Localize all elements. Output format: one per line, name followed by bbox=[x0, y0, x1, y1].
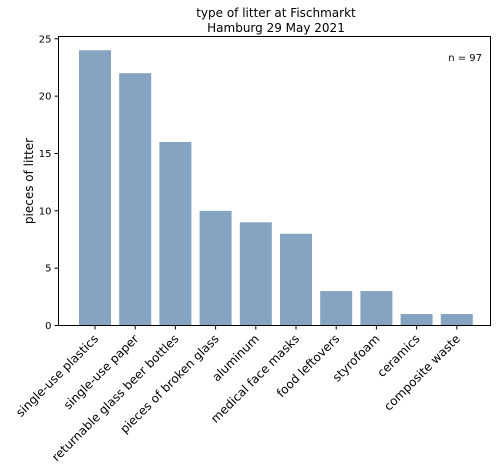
bar-3 bbox=[159, 142, 192, 326]
bar-6 bbox=[280, 233, 312, 326]
bar-2 bbox=[119, 73, 152, 326]
bar-4 bbox=[199, 210, 232, 326]
y-tick-label: 10 bbox=[39, 206, 52, 217]
chart-title-line-1: type of litter at Fischmarkt bbox=[196, 6, 356, 20]
bar-7 bbox=[320, 291, 353, 326]
y-axis: 0 5 10 15 20 25 bbox=[39, 34, 59, 332]
bar-8 bbox=[360, 291, 393, 326]
x-tick-label: single-use paper bbox=[61, 332, 142, 413]
bars-group bbox=[79, 50, 473, 326]
y-tick-label: 5 bbox=[45, 264, 51, 275]
chart-title-line-2: Hamburg 29 May 2021 bbox=[207, 21, 345, 35]
plot-frame bbox=[58, 36, 491, 326]
x-tick-label: composite waste bbox=[381, 332, 463, 414]
bar-1 bbox=[79, 50, 111, 326]
y-axis-label: pieces of litter bbox=[22, 138, 36, 224]
sample-size-annotation: n = 97 bbox=[448, 53, 482, 64]
y-tick-label: 20 bbox=[39, 92, 52, 103]
y-tick-label: 25 bbox=[39, 34, 52, 45]
y-tick-label: 15 bbox=[39, 149, 52, 160]
bar-9 bbox=[400, 314, 433, 326]
y-tick-label: 0 bbox=[45, 321, 51, 332]
bar-10 bbox=[440, 314, 473, 326]
chart-title: type of litter at Fischmarkt Hamburg 29 … bbox=[196, 6, 356, 35]
bar-5 bbox=[239, 222, 272, 326]
